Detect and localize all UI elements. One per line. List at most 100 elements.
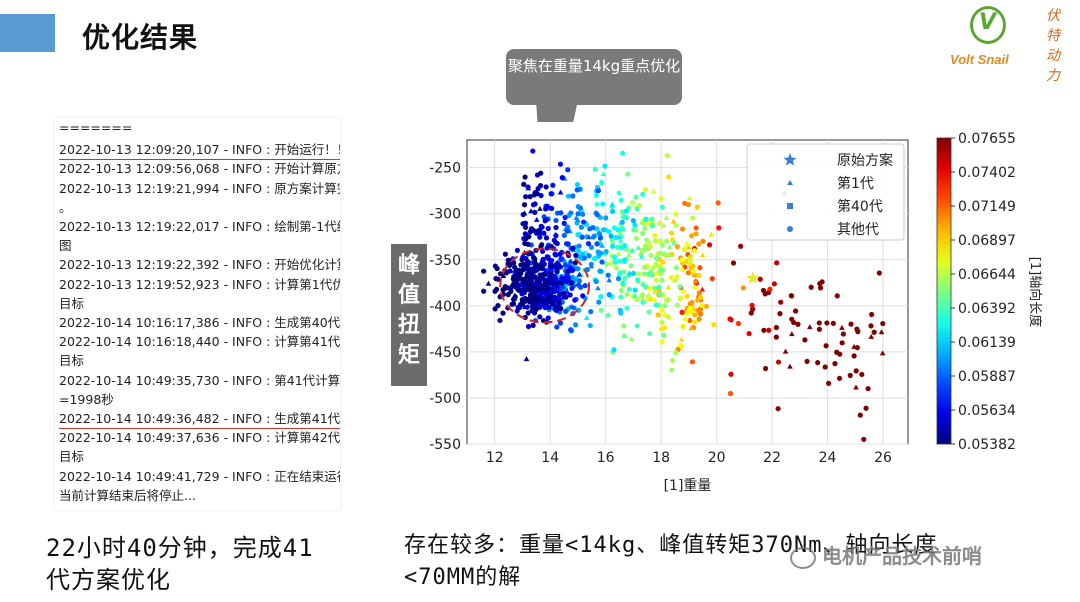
data-point bbox=[822, 364, 828, 370]
data-point-gen1 bbox=[617, 237, 624, 243]
data-point bbox=[630, 200, 636, 206]
data-point bbox=[640, 230, 646, 237]
y-tick-label: -450 bbox=[429, 345, 461, 361]
data-point-gen1 bbox=[685, 244, 692, 250]
data-point bbox=[579, 234, 585, 240]
log-line: 2022-10-14 10:49:37,636 - INFO : 计算第42代优… bbox=[59, 430, 340, 446]
data-point bbox=[863, 405, 869, 411]
data-point bbox=[774, 260, 780, 266]
x-tick-label: 26 bbox=[874, 450, 892, 466]
data-point bbox=[692, 272, 698, 279]
data-point-gen1 bbox=[595, 285, 601, 291]
data-point-gen1 bbox=[500, 273, 507, 279]
data-point bbox=[617, 307, 623, 313]
data-point bbox=[697, 294, 704, 301]
data-point-gen1 bbox=[679, 266, 686, 272]
data-point bbox=[680, 226, 686, 232]
log-line: 2022-10-13 12:19:21,994 - INFO : 原方案计算完成 bbox=[59, 180, 340, 196]
data-point bbox=[580, 293, 586, 299]
data-point bbox=[624, 305, 630, 311]
data-point bbox=[554, 268, 560, 275]
data-point bbox=[631, 227, 637, 233]
data-point bbox=[693, 278, 699, 285]
data-point bbox=[529, 268, 535, 274]
data-point bbox=[538, 170, 544, 176]
data-point bbox=[546, 304, 552, 310]
data-point bbox=[823, 343, 829, 349]
data-point bbox=[605, 272, 611, 278]
data-point bbox=[494, 265, 500, 272]
data-point bbox=[760, 287, 767, 294]
data-point bbox=[643, 216, 649, 222]
data-point bbox=[532, 190, 538, 196]
data-point bbox=[599, 259, 605, 265]
y-tick-label: -250 bbox=[429, 161, 461, 177]
data-point bbox=[594, 226, 600, 232]
data-point bbox=[545, 284, 551, 291]
data-point-gen1 bbox=[782, 348, 789, 354]
data-point bbox=[593, 278, 599, 285]
data-point bbox=[539, 242, 545, 248]
data-point bbox=[657, 220, 663, 226]
data-point bbox=[771, 281, 777, 287]
data-point bbox=[539, 248, 546, 254]
data-point bbox=[659, 242, 666, 248]
data-point bbox=[557, 251, 563, 257]
data-point-gen1 bbox=[583, 314, 590, 320]
data-point-gen1 bbox=[807, 324, 813, 330]
log-line: 目标 bbox=[59, 295, 85, 311]
data-point bbox=[691, 268, 697, 274]
data-point bbox=[565, 268, 571, 275]
data-point bbox=[673, 211, 679, 217]
data-point bbox=[679, 256, 686, 263]
data-point bbox=[594, 241, 600, 247]
x-tick-label: 22 bbox=[763, 450, 781, 466]
data-point bbox=[685, 201, 692, 208]
data-point bbox=[598, 307, 604, 313]
data-point bbox=[868, 323, 874, 329]
data-point bbox=[816, 326, 823, 332]
log-line: 2022-10-13 12:19:52,923 - INFO : 计算第1代优化 bbox=[59, 276, 340, 292]
data-point bbox=[658, 326, 665, 332]
y-tick-label: -350 bbox=[429, 253, 461, 269]
data-point bbox=[515, 287, 521, 293]
brand-logo: V Volt Snail bbox=[948, 2, 1028, 72]
data-point bbox=[679, 309, 685, 315]
data-point bbox=[628, 263, 634, 269]
data-point bbox=[625, 171, 631, 177]
colorbar-tick-label: 0.05634 bbox=[958, 403, 1016, 419]
data-point bbox=[762, 365, 769, 372]
data-point bbox=[778, 299, 784, 305]
data-point bbox=[493, 286, 500, 292]
data-point-gen1 bbox=[688, 325, 695, 331]
data-point bbox=[612, 254, 618, 260]
colorbar-tick-label: 0.06392 bbox=[958, 301, 1016, 317]
data-point bbox=[649, 223, 656, 229]
data-point bbox=[550, 182, 556, 188]
data-point bbox=[642, 225, 648, 232]
data-point bbox=[840, 331, 846, 337]
data-point bbox=[618, 287, 624, 294]
data-point bbox=[481, 288, 487, 294]
data-point bbox=[558, 256, 564, 262]
data-point bbox=[652, 289, 658, 295]
data-point bbox=[581, 219, 587, 225]
data-point bbox=[699, 302, 705, 308]
data-point bbox=[516, 276, 523, 282]
data-point bbox=[727, 316, 733, 322]
data-point bbox=[709, 276, 715, 282]
data-point bbox=[575, 211, 581, 217]
data-point bbox=[859, 371, 865, 378]
data-point bbox=[594, 212, 600, 218]
data-point bbox=[559, 175, 565, 181]
data-point bbox=[537, 234, 543, 240]
log-line: 2022-10-14 10:16:18,440 - INFO : 计算第41代优… bbox=[59, 334, 340, 350]
data-point bbox=[574, 181, 581, 188]
log-line: 2022-10-14 10:16:17,386 - INFO : 生成第40代结… bbox=[59, 315, 340, 330]
data-point-gen1 bbox=[511, 295, 518, 301]
data-point bbox=[569, 267, 576, 273]
data-point bbox=[634, 296, 640, 303]
data-point bbox=[564, 228, 570, 234]
data-point bbox=[493, 276, 499, 282]
data-point bbox=[666, 174, 672, 180]
